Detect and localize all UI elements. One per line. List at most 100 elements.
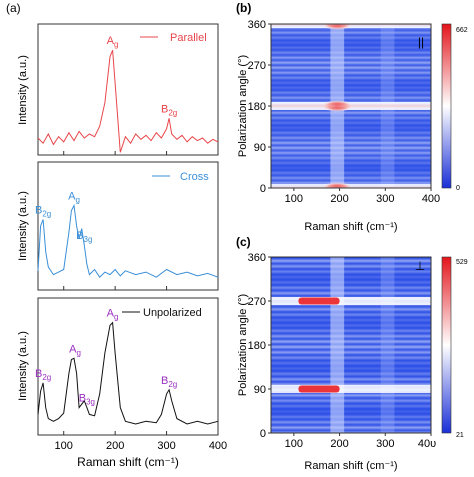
heatmap-stripe [271,49,431,56]
heatmap-stripe [271,263,431,270]
heatmap-stripe [271,306,431,313]
heatmap-bright-row [271,297,431,305]
heatmap-stripe [271,144,431,151]
heatmap-stripe [271,134,431,141]
heatmap-stripe [271,169,431,176]
y-tick-label: 0 [260,183,266,195]
heatmap-stripe [271,381,431,388]
heatmap-stripe [271,365,431,372]
heatmap-stripe [271,354,431,361]
heatmap-stripe [271,392,431,399]
x-tick-label: 100 [285,438,303,450]
peak-label: B3g [76,230,92,244]
y-tick-label: 90 [254,384,266,396]
peaks-a-bottom: B2g Ag B3g Ag B2g [35,308,177,407]
x-tick-label: 200 [330,193,348,205]
x-tick-label: 400 [209,440,227,452]
heatmap-stripe [271,89,431,96]
heatmap-hot-band [298,297,340,305]
x-ticks-a: 100 200 300 400 [55,431,227,452]
cross-series-line [37,203,219,278]
plot-a-bottom-frame [37,297,219,436]
plot-a-top-frame [37,23,219,156]
heatmap-b: || 662 0 100 200 300 400 0 90 180 270 360 Polari… [237,19,468,233]
heatmap-stripe [271,360,431,367]
legend-unpolarized-label: Unpolarized [143,307,202,319]
heatmap-stripe [271,370,431,377]
heatmap-stripe [271,408,431,415]
heatmap-stripe [271,419,431,426]
peak-label: B3g [79,393,95,407]
heatmap-stripe [271,164,431,171]
xlabel-a: Raman shift (cm⁻¹) [77,455,179,469]
ylabel-a-middle: Intensity (a.u.) [17,191,29,261]
peaks-a-middle: B2g Ag B3g [35,191,168,290]
y-tick-label: 0 [260,428,266,440]
heatmap-stripe [271,29,431,36]
heatmap-hot-row [271,24,431,26]
heatmap-column-300 [380,257,395,433]
y-tick-label: 360 [248,252,266,264]
heatmap-stripe [271,124,431,131]
colorbar-b-min: 0 [456,185,460,192]
plot-a-middle: Cross B2g Ag B3g Intensity (a.u.) [17,161,219,291]
x-tick-label: 300 [376,193,394,205]
heatmap-stripe [271,109,431,116]
heatmap-bright-row [271,385,431,393]
heatmap-hot-row [271,104,431,108]
heatmap-stripe [271,54,431,61]
heatmap-stripe [271,327,431,334]
heatmap-stripe [271,174,431,181]
heatmap-stripe [271,403,431,410]
y-tick-label: 270 [248,296,266,308]
xlabel-c: Raman shift (cm⁻¹) [304,460,397,472]
heatmap-stripe [271,119,431,126]
heatmap-b-field [271,24,431,188]
peaks-a-top: Ag B2g [63,35,177,155]
colorbar-c-min: 21 [456,432,464,439]
heatmap-column-main [330,257,345,433]
heatmap-stripe [271,179,431,186]
ylabel-a-top: Intensity (a.u.) [17,55,29,125]
ticks-c: 100 200 300 40υ 0 90 180 270 360 [248,252,436,450]
peak-label: B2g [161,375,177,389]
heatmap-stripe [271,290,431,297]
colorbar-b [441,23,452,189]
plot-a-bottom: Unpolarized B2g Ag B3g Ag B2g Intensity (a.u… [17,297,227,469]
heatmap-hot-band [298,385,340,393]
x-tick-label: 200 [330,438,348,450]
heatmap-stripe [271,311,431,318]
heatmap-stripe [271,74,431,81]
heatmap-stripe [271,79,431,86]
y-tick-label: 180 [248,101,266,113]
heatmap-b-polarization-symbol: || [418,35,424,49]
legend-parallel-label: Parallel [170,32,207,44]
heatmap-stripe [271,397,431,404]
ylabel-a-bottom: Intensity (a.u.) [17,331,29,401]
heatmap-stripe [271,349,431,356]
heatmap-stripe [271,338,431,345]
parallel-series-line [37,50,219,153]
heatmap-stripe [271,279,431,286]
colorbar-b-max: 662 [456,27,468,34]
ylabel-b: Polarization angle (°) [237,55,249,157]
panel-label-b: (b) [236,1,251,15]
heatmap-stripe [271,322,431,329]
heatmap-stripe [271,154,431,161]
heatmap-stripe [271,94,431,101]
y-tick-label: 90 [254,142,266,154]
ticks-b: 100 200 300 400 0 90 180 270 360 [248,19,441,205]
heatmap-stripe [271,139,431,146]
peak-label: B2g [35,368,51,382]
plot-a-middle-frame [37,161,219,291]
plot-a-top: Parallel Ag B2g Intensity (a.u.) [17,23,219,156]
heatmap-stripe [271,34,431,41]
heatmap-stripe [271,64,431,71]
heatmap-stripe [271,343,431,350]
heatmap-stripe [271,69,431,76]
xlabel-b: Raman shift (cm⁻¹) [304,221,397,233]
panel-label-a: (a) [6,1,21,15]
peak-label: Ag [69,343,81,357]
x-tick-label: 100 [285,193,303,205]
